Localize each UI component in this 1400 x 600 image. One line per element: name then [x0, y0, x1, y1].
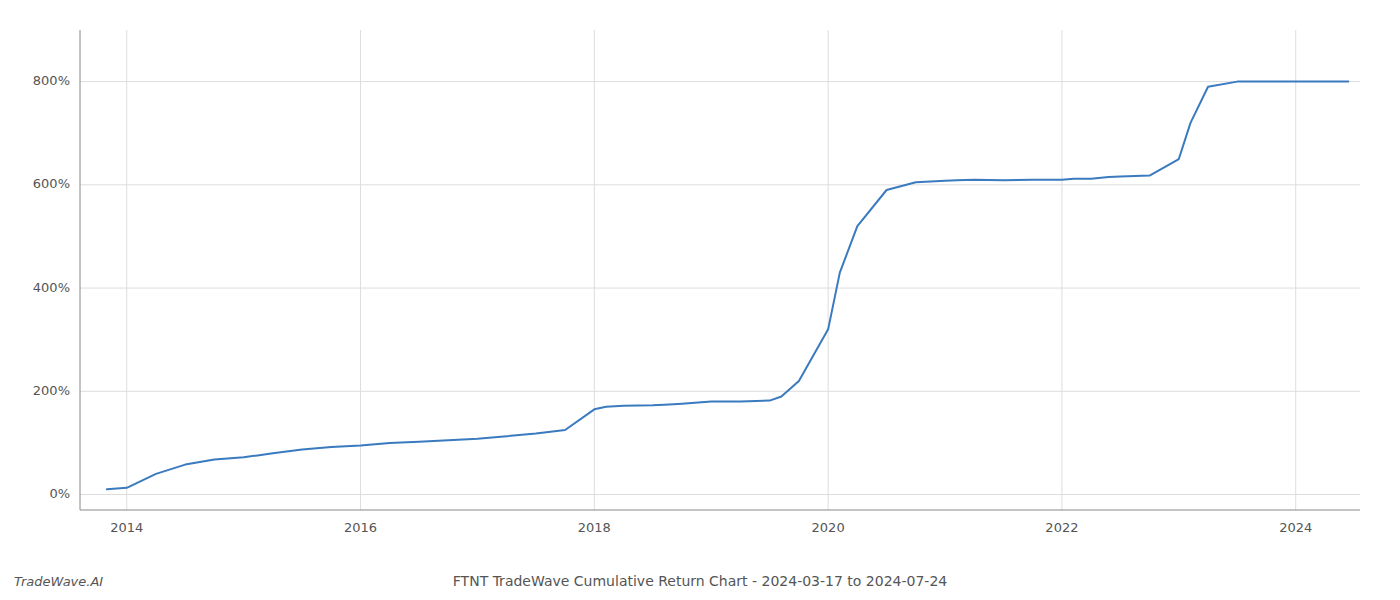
line [107, 82, 1348, 490]
y-grid-line [80, 391, 1360, 392]
title: FTNT TradeWave Cumulative Return Chart -… [453, 573, 947, 589]
x-tick-label: 2022 [1045, 520, 1078, 535]
y-tick-label: 200% [33, 383, 70, 398]
y-tick-label: 400% [33, 280, 70, 295]
axes: 0% 200% 400% 600% 800% 2014 2016 2018 2020 2022 20… [33, 30, 1360, 535]
x-grid-line [360, 30, 361, 510]
texts: TradeWave.AI FTNT TradeWave Cumulative Re… [14, 573, 947, 589]
x-grid-line [1061, 30, 1062, 510]
y-grid-line [80, 81, 1360, 82]
chart-container: 0% 200% 400% 600% 800% 2014 2016 2018 2020 2022 20… [0, 0, 1400, 600]
y-grid-line [80, 184, 1360, 185]
y-tick-label: 0% [49, 486, 70, 501]
chart-svg: 0% 200% 400% 600% 800% 2014 2016 2018 2020 2022 20… [0, 0, 1400, 600]
watermark: TradeWave.AI [14, 574, 103, 589]
x-grid-line [1295, 30, 1296, 510]
y-grid-line [80, 494, 1360, 495]
x-tick-label: 2018 [578, 520, 611, 535]
x-axis-line [80, 510, 1360, 511]
x-grid-line [126, 30, 127, 510]
x-tick-label: 2016 [344, 520, 377, 535]
plot-area [107, 82, 1348, 490]
y-tick-label: 600% [33, 176, 70, 191]
y-tick-label: 800% [33, 73, 70, 88]
grid [80, 30, 1360, 510]
x-tick-label: 2024 [1279, 520, 1312, 535]
x-tick-label: 2020 [812, 520, 845, 535]
x-grid-line [594, 30, 595, 510]
y-grid-line [80, 288, 1360, 289]
y-axis-line [80, 30, 81, 510]
x-grid-line [828, 30, 829, 510]
x-tick-label: 2014 [110, 520, 143, 535]
